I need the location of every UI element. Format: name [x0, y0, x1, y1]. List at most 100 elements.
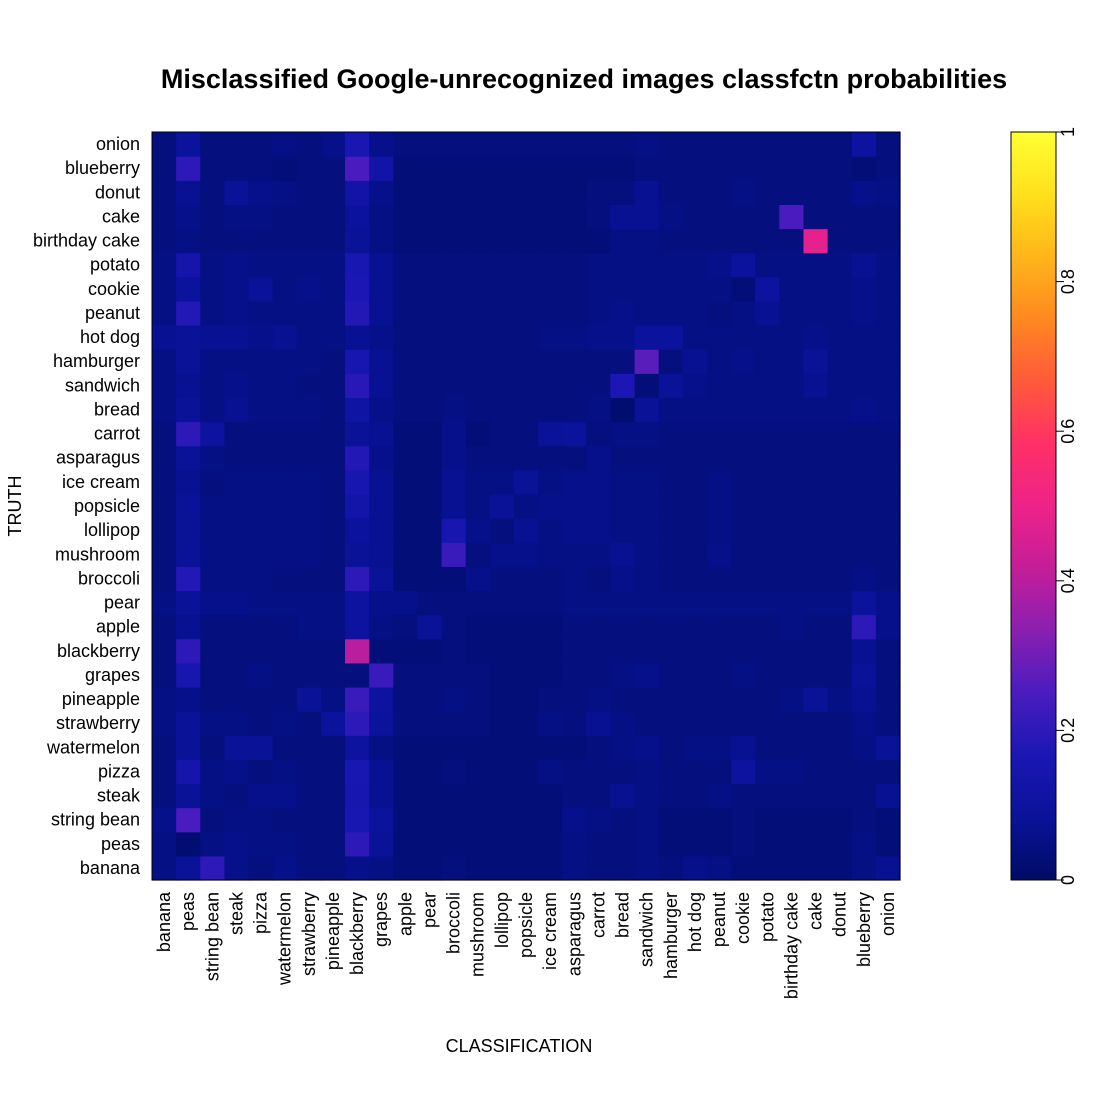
- x-tick-label: banana: [154, 891, 174, 952]
- heatmap-cell: [658, 831, 684, 857]
- heatmap-cell: [513, 397, 539, 423]
- heatmap-cell: [658, 614, 684, 640]
- heatmap-cell: [224, 180, 250, 205]
- heatmap-cell: [538, 566, 563, 592]
- heatmap-cell: [586, 759, 612, 785]
- heatmap-cell: [682, 783, 708, 809]
- heatmap-cell: [731, 542, 756, 567]
- heatmap-cell: [682, 638, 708, 664]
- heatmap-cell: [562, 831, 587, 857]
- heatmap-cell: [513, 807, 539, 833]
- heatmap-cell: [200, 228, 225, 254]
- x-tick-label: blackberry: [347, 892, 367, 975]
- heatmap-cell: [610, 180, 636, 205]
- heatmap-cell: [755, 300, 780, 326]
- heatmap-cell: [200, 180, 225, 205]
- heatmap-cell: [706, 759, 732, 785]
- heatmap-cell: [417, 783, 443, 809]
- heatmap-cell: [827, 711, 853, 736]
- heatmap-cell: [465, 228, 491, 254]
- heatmap-cell: [875, 711, 901, 736]
- heatmap-cell: [731, 421, 756, 447]
- heatmap-cell: [658, 325, 684, 350]
- heatmap-cell: [224, 445, 250, 471]
- y-tick-label: watermelon: [46, 737, 140, 757]
- heatmap-cell: [393, 759, 419, 785]
- x-tick-label: sandwich: [637, 892, 657, 967]
- heatmap-cell: [417, 228, 443, 254]
- heatmap-cell: [875, 735, 901, 760]
- heatmap-cell: [441, 228, 467, 254]
- heatmap-cell: [272, 252, 298, 278]
- heatmap-cell: [706, 252, 732, 278]
- heatmap-cell: [562, 542, 587, 567]
- heatmap-cell: [755, 445, 780, 471]
- heatmap-cell: [586, 421, 612, 447]
- heatmap-cell: [851, 276, 877, 302]
- heatmap-cell: [152, 686, 177, 712]
- heatmap-cell: [513, 711, 539, 736]
- heatmap-cell: [875, 590, 901, 616]
- heatmap-cell: [320, 542, 346, 567]
- heatmap-cell: [779, 349, 805, 374]
- heatmap-cell: [634, 469, 660, 495]
- heatmap-cell: [200, 397, 225, 423]
- heatmap-cell: [731, 132, 756, 157]
- heatmap-cell: [224, 252, 250, 278]
- heatmap-cell: [634, 445, 660, 471]
- heatmap-cell: [176, 132, 201, 157]
- heatmap-cell: [224, 855, 250, 881]
- heatmap-cell: [176, 662, 201, 688]
- heatmap-cell: [465, 566, 491, 592]
- heatmap-cell: [272, 325, 298, 350]
- heatmap-cell: [176, 421, 201, 447]
- heatmap-cell: [393, 686, 419, 712]
- heatmap-cell: [224, 421, 250, 447]
- heatmap-cell: [272, 735, 298, 760]
- heatmap-cell: [417, 662, 443, 688]
- heatmap-cell: [200, 445, 225, 471]
- heatmap-cell: [200, 518, 225, 543]
- heatmap-cell: [706, 228, 732, 254]
- heatmap-cell: [803, 445, 829, 471]
- heatmap-cell: [682, 493, 708, 519]
- heatmap-cell: [755, 276, 780, 302]
- heatmap-cell: [682, 566, 708, 592]
- y-tick-label: popsicle: [74, 496, 140, 516]
- heatmap-cell: [369, 783, 394, 809]
- heatmap-cell: [320, 445, 346, 471]
- heatmap-cell: [682, 397, 708, 423]
- heatmap-cell: [441, 783, 467, 809]
- heatmap-cell: [441, 711, 467, 736]
- heatmap-cell: [465, 349, 491, 374]
- heatmap-cell: [586, 469, 612, 495]
- heatmap-cell: [489, 228, 515, 254]
- heatmap-cell: [634, 373, 660, 399]
- heatmap-cell: [538, 397, 563, 423]
- heatmap-cell: [803, 759, 829, 785]
- heatmap-cell: [755, 421, 780, 447]
- heatmap-cell: [345, 662, 370, 688]
- heatmap-cell: [489, 542, 515, 567]
- heatmap-cell: [513, 156, 539, 181]
- heatmap-cell: [176, 542, 201, 567]
- heatmap-cell: [779, 711, 805, 736]
- heatmap-cell: [248, 542, 274, 567]
- heatmap-cell: [827, 783, 853, 809]
- heatmap-cell: [248, 590, 274, 616]
- heatmap-cell: [779, 132, 805, 157]
- heatmap-cell: [851, 373, 877, 399]
- heatmap-cell: [586, 662, 612, 688]
- heatmap-cell: [851, 228, 877, 254]
- heatmap-cell: [610, 204, 636, 230]
- heatmap-cell: [658, 855, 684, 881]
- heatmap-cell: [827, 180, 853, 205]
- heatmap-cell: [875, 518, 901, 543]
- heatmap-cell: [441, 831, 467, 857]
- heatmap-cell: [345, 518, 370, 543]
- heatmap-cell: [320, 493, 346, 519]
- heatmap-cell: [465, 638, 491, 664]
- heatmap-cell: [296, 735, 322, 760]
- heatmap-cell: [152, 300, 177, 326]
- heatmap-cell: [489, 807, 515, 833]
